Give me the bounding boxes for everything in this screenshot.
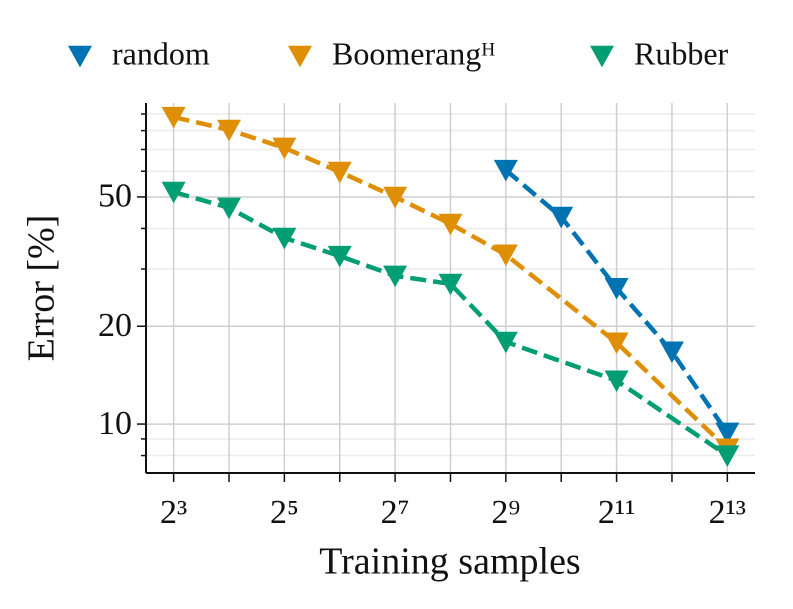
marker: [604, 370, 629, 393]
legend-marker: [288, 45, 312, 68]
marker: [438, 213, 463, 236]
marker: [715, 422, 740, 445]
marker: [217, 119, 242, 142]
marker: [383, 265, 408, 288]
marker: [604, 277, 629, 300]
marker: [493, 159, 518, 182]
marker: [604, 332, 629, 355]
y-tick-label: 10: [98, 405, 132, 442]
x-tick-label: 2⁹: [491, 494, 520, 531]
marker: [327, 245, 352, 268]
legend-label: random: [112, 35, 210, 71]
legend-marker: [590, 45, 614, 68]
marker: [493, 331, 518, 354]
x-tick-label: 2¹¹: [598, 494, 635, 531]
x-tick-label: 2³: [160, 494, 187, 531]
legend-marker: [68, 45, 92, 68]
legend-label: Boomerangᴴ: [332, 35, 495, 71]
marker: [438, 273, 463, 296]
marker: [659, 341, 684, 364]
marker: [161, 181, 186, 204]
x-tick-label: 2¹³: [709, 494, 746, 531]
y-tick-label: 20: [98, 307, 132, 344]
x-tick-label: 2⁵: [270, 494, 299, 531]
marker: [383, 186, 408, 209]
marker: [715, 445, 740, 467]
y-tick-label: 50: [98, 178, 132, 215]
marker: [272, 137, 297, 160]
marker: [549, 206, 574, 229]
marker: [217, 197, 242, 220]
x-tick-label: 2⁷: [381, 494, 410, 531]
marker: [493, 244, 518, 267]
marker: [272, 227, 297, 250]
legend-label: Rubber: [634, 35, 729, 71]
marker: [327, 161, 352, 184]
marker: [161, 106, 186, 129]
x-axis-label: Training samples: [319, 541, 580, 583]
y-axis-label: Error [%]: [21, 215, 63, 362]
